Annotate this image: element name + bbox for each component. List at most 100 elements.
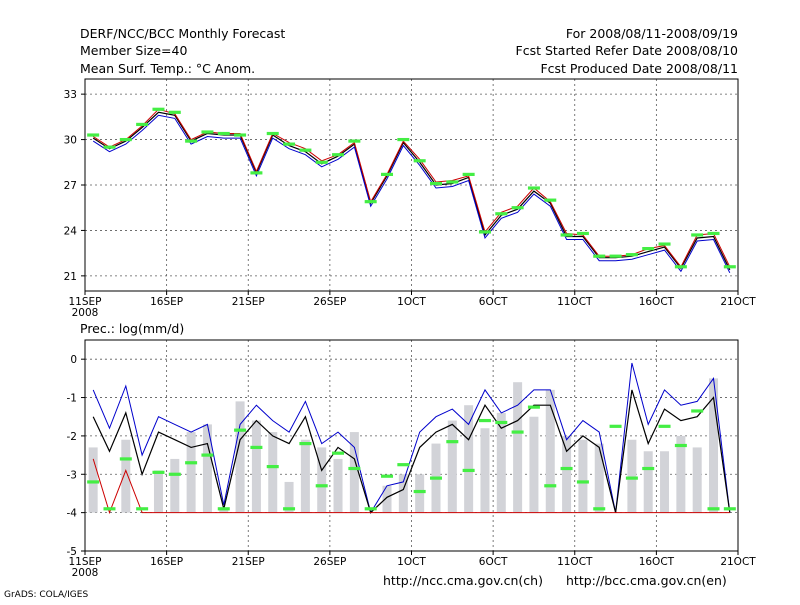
series-line-upper bbox=[92, 108, 731, 268]
observed-marker bbox=[103, 507, 116, 511]
y-tick-label: 30 bbox=[64, 135, 77, 147]
x-tick-label: 21OCT bbox=[720, 296, 756, 308]
observed-marker bbox=[723, 507, 736, 511]
precip-bar bbox=[382, 485, 392, 513]
observed-marker bbox=[283, 142, 296, 146]
observed-marker bbox=[462, 172, 475, 176]
observed-marker bbox=[642, 247, 655, 251]
observed-marker bbox=[625, 253, 638, 257]
observed-marker bbox=[642, 466, 655, 471]
precip-bar bbox=[545, 389, 555, 513]
observed-marker bbox=[511, 430, 524, 434]
observed-marker bbox=[217, 131, 230, 136]
observed-marker bbox=[348, 466, 361, 471]
observed-marker bbox=[119, 457, 132, 461]
observed-marker bbox=[691, 409, 704, 413]
observed-marker bbox=[185, 139, 198, 143]
observed-marker bbox=[266, 131, 279, 136]
observed-marker bbox=[413, 159, 426, 163]
precip-bar bbox=[398, 474, 408, 513]
precip-bar bbox=[643, 451, 653, 513]
url-ch-link[interactable]: http://ncc.cma.gov.cn(ch) bbox=[383, 573, 543, 588]
observed-marker bbox=[136, 122, 149, 127]
observed-marker bbox=[527, 405, 540, 409]
precip-bar bbox=[676, 435, 686, 513]
x-tick-label: 6OCT bbox=[479, 296, 508, 308]
observed-marker bbox=[234, 133, 247, 137]
precip-bar bbox=[447, 420, 457, 513]
observed-marker bbox=[283, 507, 296, 511]
observed-marker bbox=[723, 265, 736, 269]
observed-marker bbox=[609, 254, 622, 258]
precip-bar bbox=[513, 382, 523, 513]
observed-marker bbox=[185, 461, 198, 465]
observed-marker bbox=[119, 137, 132, 142]
precip-bar bbox=[627, 439, 637, 513]
precip-bar bbox=[578, 439, 588, 513]
observed-marker bbox=[381, 172, 394, 176]
url-en-link[interactable]: http://bcc.cma.gov.cn(en) bbox=[566, 573, 727, 588]
precip-bar bbox=[121, 439, 131, 513]
x-tick-label: 21SEP bbox=[232, 556, 265, 568]
observed-marker bbox=[544, 484, 557, 488]
observed-marker bbox=[87, 133, 100, 137]
observed-marker bbox=[544, 198, 557, 202]
observed-marker bbox=[576, 231, 589, 236]
y-tick-label: -4 bbox=[67, 508, 78, 520]
observed-marker bbox=[168, 110, 181, 114]
precip-bar bbox=[464, 405, 474, 513]
observed-marker bbox=[527, 186, 540, 190]
observed-marker bbox=[560, 233, 573, 237]
precip-bar bbox=[235, 401, 245, 513]
observed-marker bbox=[625, 476, 638, 480]
header-right-line-2: Fcst Started Refer Date 2008/08/10 bbox=[516, 43, 739, 58]
observed-marker bbox=[152, 470, 165, 474]
observed-marker bbox=[201, 130, 214, 134]
header-right-line-3: Fcst Produced Date 2008/08/11 bbox=[540, 61, 738, 76]
observed-marker bbox=[348, 139, 361, 143]
observed-marker bbox=[364, 507, 377, 511]
series-line-lower bbox=[92, 114, 731, 274]
observed-marker bbox=[495, 420, 508, 425]
observed-marker bbox=[707, 231, 720, 236]
observed-marker bbox=[429, 476, 442, 480]
observed-marker bbox=[87, 480, 100, 484]
observed-marker bbox=[315, 484, 328, 488]
observed-marker bbox=[332, 451, 345, 455]
observed-marker bbox=[364, 200, 377, 204]
x-tick-label: 21SEP bbox=[232, 296, 265, 308]
observed-marker bbox=[576, 480, 589, 484]
observed-marker bbox=[593, 254, 606, 258]
y-tick-label: 21 bbox=[64, 271, 77, 283]
x-tick-label: 26SEP bbox=[313, 556, 346, 568]
precip-bar bbox=[692, 447, 702, 513]
observed-marker bbox=[397, 463, 410, 467]
observed-marker bbox=[152, 107, 165, 111]
precip-bar bbox=[251, 420, 261, 513]
x-tick-label: 16OCT bbox=[639, 296, 675, 308]
observed-marker bbox=[103, 145, 116, 149]
x-tick-sublabel: 2008 bbox=[72, 567, 99, 579]
precip-bar bbox=[594, 443, 604, 513]
observed-marker bbox=[658, 242, 671, 246]
observed-marker bbox=[381, 474, 394, 478]
precip-bar bbox=[186, 432, 196, 513]
observed-marker bbox=[201, 453, 214, 457]
x-tick-label: 16SEP bbox=[150, 296, 183, 308]
observed-marker bbox=[168, 472, 181, 476]
precip-bar bbox=[529, 416, 539, 513]
precip-panel-title: Prec.: log(mm/d) bbox=[80, 321, 184, 336]
x-tick-label: 1OCT bbox=[397, 296, 426, 308]
observed-marker bbox=[478, 418, 491, 423]
precip-bar bbox=[153, 470, 163, 513]
observed-marker bbox=[446, 180, 459, 184]
precip-bar bbox=[349, 432, 359, 513]
precip-bar bbox=[284, 481, 294, 513]
x-tick-label: 6OCT bbox=[479, 556, 508, 568]
series-line-upper bbox=[92, 362, 731, 514]
header-right-line-1: For 2008/08/11-2008/09/19 bbox=[566, 26, 738, 41]
precip-bar bbox=[300, 439, 310, 513]
header-left-line-1: DERF/NCC/BCC Monthly Forecast bbox=[80, 26, 285, 41]
precip-bar bbox=[562, 435, 572, 513]
